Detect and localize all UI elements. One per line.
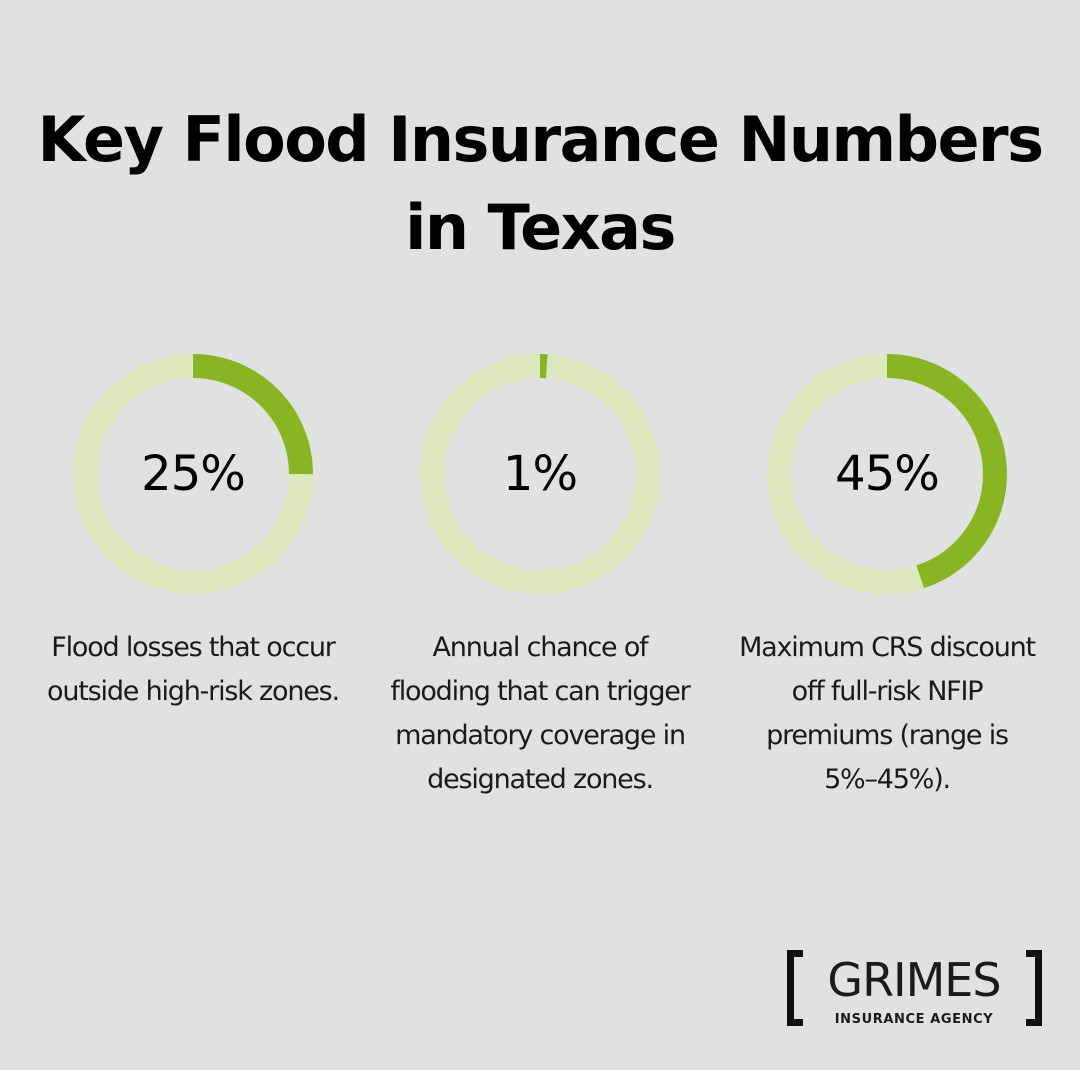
page-title: Key Flood Insurance Numbers in Texas xyxy=(37,103,1045,264)
stat-caption: Maximum CRS discount off full-risk NFIP … xyxy=(739,632,1036,795)
right-bracket-icon xyxy=(1026,950,1042,1026)
logo-brand-name: GRIMES xyxy=(827,953,1001,1007)
ring-progress xyxy=(420,354,660,594)
logo-subtitle: INSURANCE AGENCY xyxy=(834,1012,994,1027)
stat-value: 25% xyxy=(141,446,246,502)
ring-progress xyxy=(73,354,313,594)
ring-progress xyxy=(767,354,1007,594)
stat-value: 45% xyxy=(835,446,940,502)
left-bracket-icon xyxy=(787,950,803,1026)
stat-caption: Flood losses that occur outside high-ris… xyxy=(47,632,340,707)
grimes-logo: GRIMES INSURANCE AGENCY xyxy=(787,950,1042,1030)
donut-chart xyxy=(420,354,660,594)
stat-value: 1% xyxy=(502,446,578,502)
donut-chart xyxy=(73,354,313,594)
donut-chart xyxy=(767,354,1007,594)
stat-caption: Annual chance of flooding that can trigg… xyxy=(390,632,690,795)
